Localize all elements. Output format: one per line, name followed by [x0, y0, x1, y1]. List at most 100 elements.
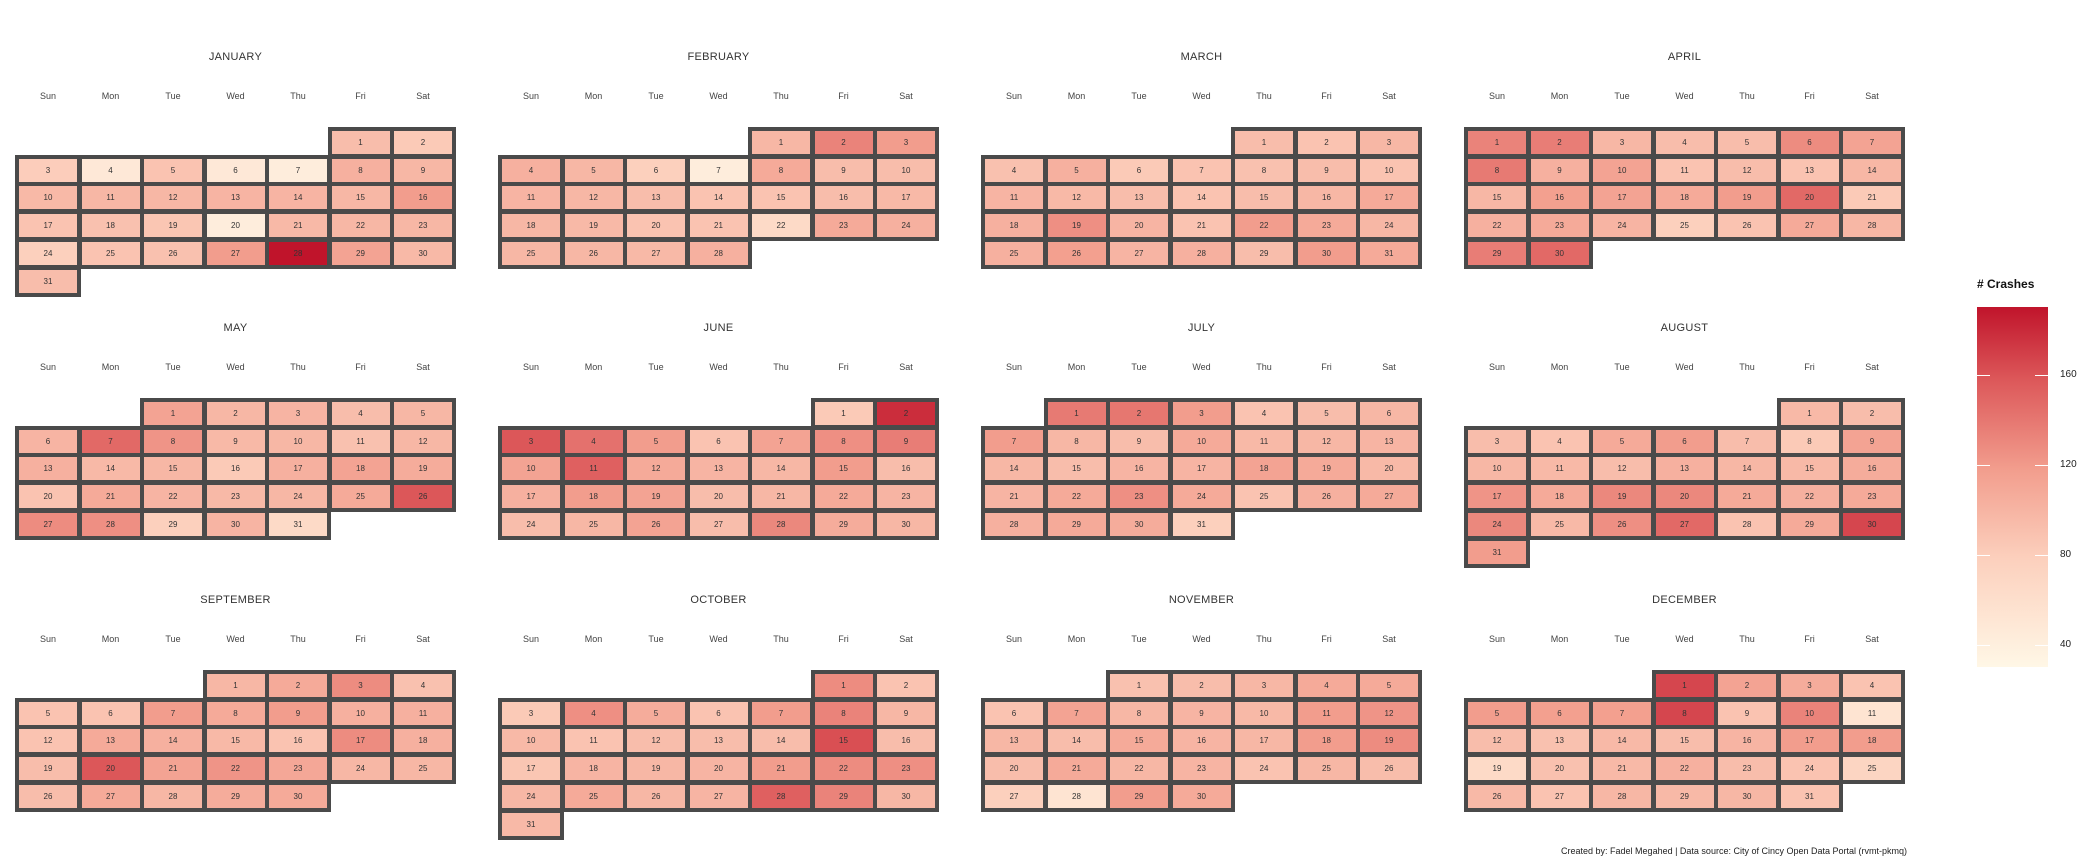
day-cell: 7 — [1043, 697, 1110, 729]
day-cell: 3 — [873, 127, 939, 158]
day-cell: 24 — [1464, 508, 1530, 540]
day-cell: 2 — [1293, 127, 1360, 158]
weekday-label: Tue — [165, 634, 181, 644]
day-cell: 28 — [981, 508, 1047, 540]
day-cell: 7 — [1589, 697, 1655, 729]
day-cell: 14 — [1714, 453, 1780, 485]
day-cell: 11 — [981, 182, 1047, 214]
day-cell: 8 — [810, 697, 877, 729]
day-cell: 15 — [1776, 453, 1843, 485]
day-cell: 23 — [873, 753, 939, 785]
day-cell: 20 — [1356, 453, 1422, 485]
day-cell: 27 — [15, 508, 81, 540]
day-cell: 18 — [1293, 725, 1360, 757]
day-cell: 26 — [1356, 753, 1422, 785]
day-cell: 13 — [15, 453, 81, 485]
weekday-label: Tue — [648, 91, 664, 101]
day-cell: 20 — [1651, 481, 1718, 513]
day-cell: 1 — [1651, 670, 1718, 701]
day-cell: 18 — [981, 210, 1047, 242]
day-cell: 9 — [810, 154, 877, 186]
day-cell: 13 — [685, 725, 752, 757]
day-cell: 5 — [1043, 154, 1110, 186]
day-cell: 2 — [1106, 398, 1172, 429]
day-cell: 6 — [77, 697, 144, 729]
day-cell: 6 — [1776, 127, 1843, 158]
day-cell: 15 — [810, 725, 877, 757]
day-cell: 16 — [1526, 182, 1593, 214]
day-cell: 23 — [1168, 753, 1235, 785]
day-cell: 9 — [1839, 425, 1905, 457]
weekday-label: Tue — [1131, 634, 1147, 644]
day-cell: 11 — [1526, 453, 1593, 485]
day-cell: 1 — [1106, 670, 1172, 701]
weekday-label: Thu — [1256, 91, 1272, 101]
day-cell: 21 — [685, 210, 752, 242]
day-cell: 22 — [810, 753, 877, 785]
day-cell: 12 — [1589, 453, 1655, 485]
day-cell: 22 — [1464, 210, 1530, 242]
day-cell: 1 — [1464, 127, 1530, 158]
weekday-label: Mon — [584, 91, 603, 101]
day-cell: 14 — [1839, 154, 1905, 186]
day-cell: 12 — [140, 182, 206, 214]
day-cell: 18 — [560, 753, 627, 785]
day-cell: 5 — [560, 154, 627, 186]
day-cell: 18 — [498, 210, 564, 242]
day-cell: 4 — [77, 154, 144, 186]
day-cell: 21 — [748, 753, 814, 785]
day-cell: 8 — [1106, 697, 1172, 729]
day-cell: 11 — [327, 425, 394, 457]
weekday-label: Tue — [648, 362, 664, 372]
day-cell: 28 — [748, 508, 814, 540]
day-cell: 17 — [1776, 725, 1843, 757]
day-cell: 15 — [1464, 182, 1530, 214]
day-cell: 19 — [390, 453, 456, 485]
day-cell: 4 — [1651, 127, 1718, 158]
day-cell: 25 — [498, 237, 564, 269]
weekday-label: Fri — [1321, 634, 1332, 644]
day-cell: 5 — [140, 154, 206, 186]
day-cell: 31 — [1168, 508, 1235, 540]
day-cell: 13 — [1106, 182, 1172, 214]
day-cell: 8 — [202, 697, 269, 729]
day-cell: 19 — [560, 210, 627, 242]
weekday-label: Wed — [226, 91, 245, 101]
weekday-label: Sun — [522, 634, 539, 644]
day-cell: 20 — [1526, 753, 1593, 785]
day-cell: 3 — [1356, 127, 1422, 158]
day-cell: 16 — [1168, 725, 1235, 757]
day-cell: 22 — [1231, 210, 1297, 242]
day-cell: 12 — [1043, 182, 1110, 214]
day-cell: 2 — [1168, 670, 1235, 701]
weekday-label: Mon — [1067, 634, 1086, 644]
weekday-label: Sun — [39, 634, 56, 644]
month-title-may: MAY — [223, 322, 248, 334]
day-cell: 29 — [140, 508, 206, 540]
day-cell: 20 — [1776, 182, 1843, 214]
day-cell: 16 — [873, 453, 939, 485]
day-cell: 25 — [77, 237, 144, 269]
day-cell: 17 — [1231, 725, 1297, 757]
day-cell: 13 — [1526, 725, 1593, 757]
day-cell: 15 — [810, 453, 877, 485]
weekday-label: Wed — [1675, 362, 1694, 372]
day-cell: 11 — [560, 725, 627, 757]
day-cell: 24 — [15, 237, 81, 269]
day-cell: 20 — [15, 481, 81, 513]
day-cell: 12 — [1714, 154, 1780, 186]
day-cell: 6 — [685, 425, 752, 457]
day-cell: 25 — [390, 753, 456, 785]
day-cell: 14 — [685, 182, 752, 214]
day-cell: 26 — [1589, 508, 1655, 540]
day-cell: 15 — [140, 453, 206, 485]
day-cell: 21 — [1168, 210, 1235, 242]
legend-tick — [1977, 645, 2048, 646]
weekday-label: Mon — [101, 362, 120, 372]
weekday-label: Fri — [838, 634, 849, 644]
day-cell: 30 — [1839, 508, 1905, 540]
weekday-label: Wed — [1192, 362, 1211, 372]
day-cell: 17 — [498, 753, 564, 785]
day-cell: 21 — [1714, 481, 1780, 513]
day-cell: 12 — [15, 725, 81, 757]
